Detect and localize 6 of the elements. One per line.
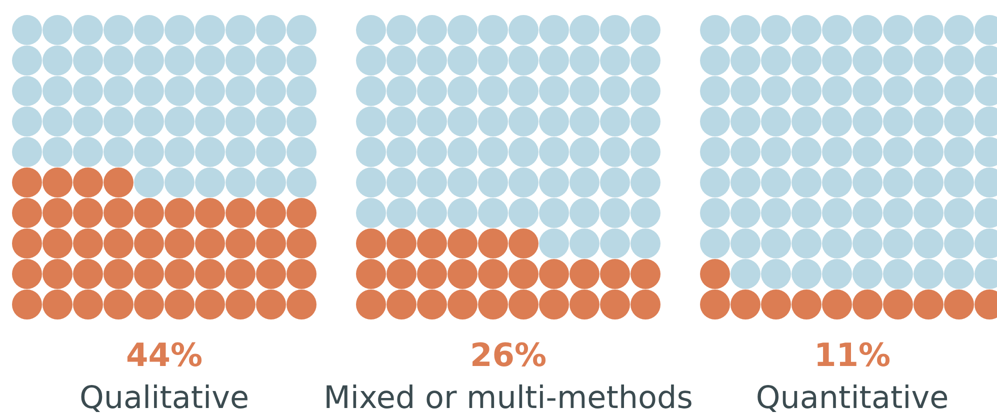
category-label: Qualitative: [79, 380, 250, 416]
category-label: Mixed or multi-methods: [324, 380, 693, 416]
category-label: Quantitative: [756, 380, 949, 416]
data-label: 26%: [470, 336, 547, 374]
data-label: 11%: [814, 336, 891, 374]
data-label: 44%: [126, 336, 203, 374]
